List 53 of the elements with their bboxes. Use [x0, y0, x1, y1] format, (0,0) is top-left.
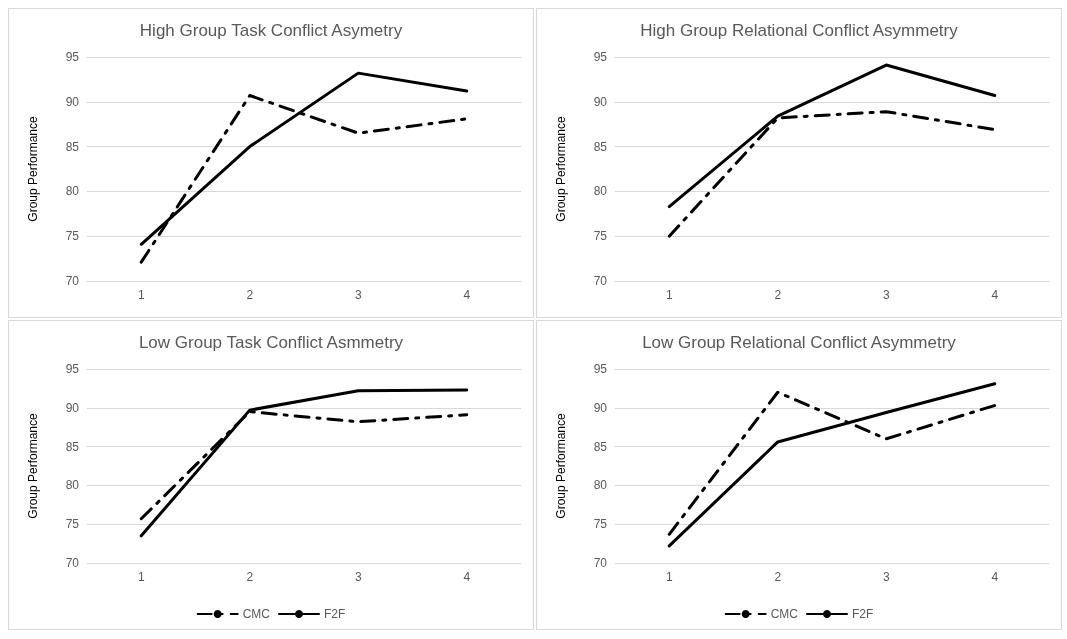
x-tick-label: 3	[354, 288, 362, 302]
y-tick-label: 85	[593, 439, 608, 454]
y-tick-label: 80	[65, 184, 80, 199]
x-tick-label: 1	[137, 570, 145, 584]
y-axis-title: Group Performance	[26, 412, 40, 519]
x-tick-label: 4	[463, 288, 471, 302]
x-tick-label: 2	[246, 570, 254, 584]
x-tick-label: 2	[774, 288, 782, 302]
y-tick-label: 80	[593, 184, 608, 199]
y-tick-label: 85	[65, 139, 80, 154]
x-tick-label: 3	[354, 570, 362, 584]
y-tick-label: 70	[65, 556, 80, 570]
y-tick-label: 70	[593, 556, 608, 570]
chart-title: High Group Task Conflict Asymetry	[139, 21, 403, 40]
y-tick-label: 95	[593, 362, 608, 376]
x-tick-label: 3	[882, 570, 890, 584]
x-tick-label: 3	[882, 288, 890, 302]
y-tick-label: 70	[65, 274, 80, 288]
legend-label: F2F	[852, 607, 874, 621]
y-tick-label: 90	[65, 400, 80, 415]
y-tick-label: 95	[65, 362, 80, 376]
y-axis-title: Group Performance	[26, 115, 40, 222]
y-tick-label: 95	[593, 50, 608, 64]
y-axis-title: Group Performance	[554, 412, 568, 519]
x-tick-label: 2	[774, 570, 782, 584]
y-tick-label: 90	[593, 400, 608, 415]
legend-label: CMC	[770, 607, 799, 621]
y-tick-label: 75	[593, 229, 608, 244]
y-tick-label: 80	[593, 478, 608, 493]
legend-label: CMC	[242, 607, 271, 621]
y-tick-label: 75	[65, 517, 80, 532]
y-tick-label: 90	[593, 94, 608, 109]
y-tick-label: 80	[65, 478, 80, 493]
x-tick-label: 1	[665, 288, 673, 302]
line-series	[139, 388, 469, 538]
x-tick-label: 4	[991, 288, 999, 302]
y-tick-label: 75	[65, 229, 80, 244]
chart-title: Low Group Task Conflict Asmmetry	[138, 333, 404, 352]
chart-title: High Group Relational Conflict Asymmetry	[640, 21, 959, 40]
y-tick-label: 95	[65, 50, 80, 64]
y-tick-label: 90	[65, 94, 80, 109]
y-axis-title: Group Performance	[554, 115, 568, 222]
x-tick-label: 1	[665, 570, 673, 584]
chart-title: Low Group Relational Conflict Asymmetry	[642, 333, 957, 352]
x-tick-label: 4	[991, 570, 999, 584]
y-tick-label: 75	[593, 517, 608, 532]
x-tick-label: 4	[463, 570, 471, 584]
x-tick-label: 2	[246, 288, 254, 302]
x-tick-label: 1	[137, 288, 145, 302]
y-tick-label: 85	[65, 439, 80, 454]
y-tick-label: 85	[593, 139, 608, 154]
y-tick-label: 70	[593, 274, 608, 288]
legend-label: F2F	[324, 607, 346, 621]
